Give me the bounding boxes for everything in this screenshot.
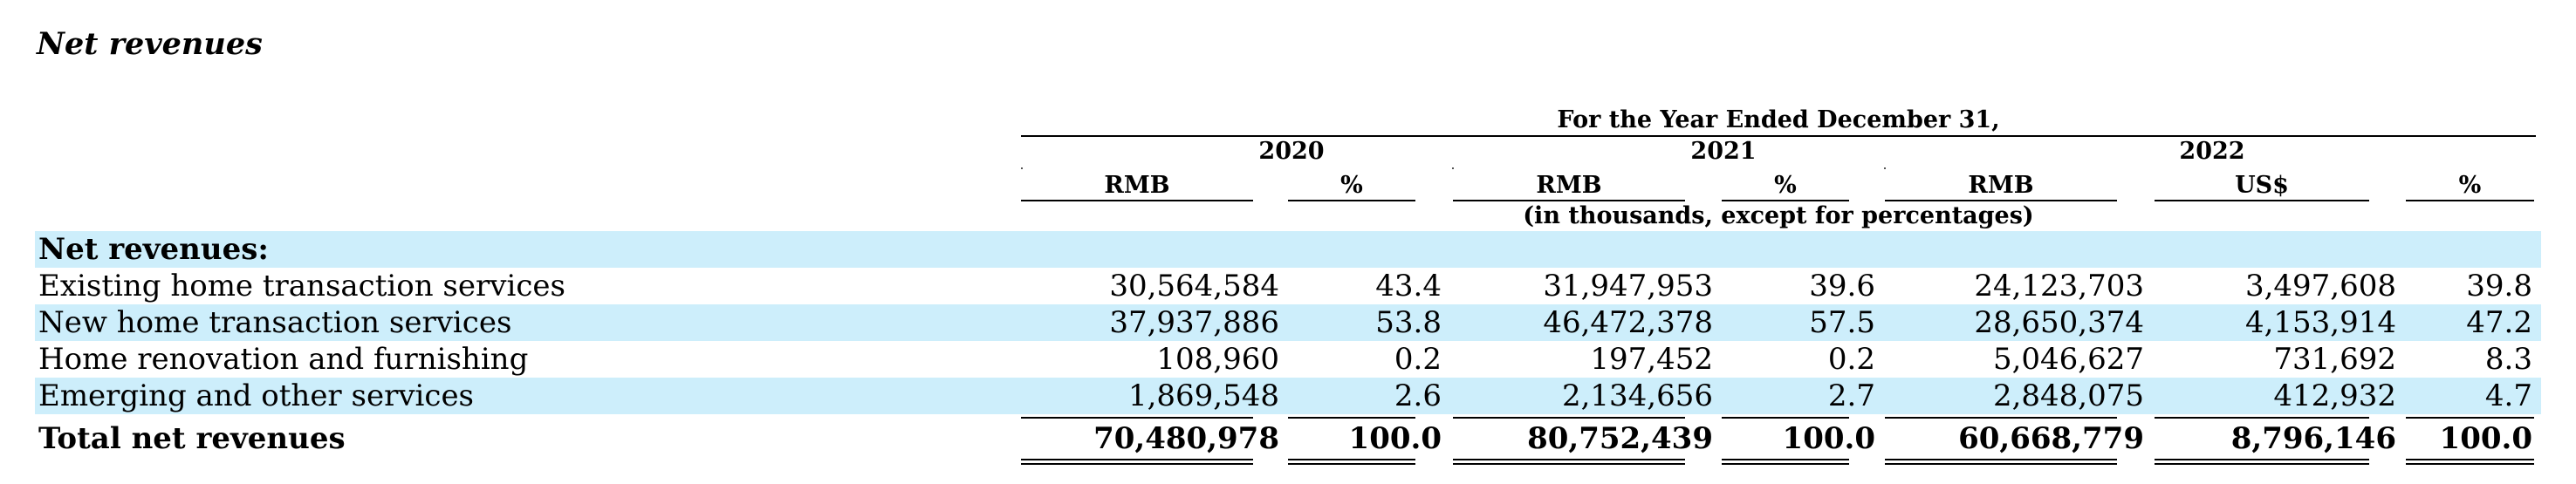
cell-usd-2022: 731,692 (2273, 342, 2396, 377)
cell-pct-2021: 2.7 (1827, 378, 1875, 413)
header-rule (1021, 135, 2536, 137)
cell-rmb-2021: 46,472,378 (1543, 305, 1713, 340)
cell-rmb-2021: 31,947,953 (1543, 269, 1713, 303)
cell-pct-2020: 0.2 (1394, 342, 1442, 377)
year-2020: 2020 (1258, 138, 1325, 165)
table-row: Home renovation and furnishing 108,960 0… (35, 341, 2541, 378)
cell-rmb-2020: 37,937,886 (1109, 305, 1279, 340)
year-2021: 2021 (1690, 138, 1757, 165)
total-top-rule (2155, 417, 2369, 419)
total-top-rule (1288, 417, 1415, 419)
cell-pct-2022: 39.8 (2466, 269, 2532, 303)
cell-usd-2022: 3,497,608 (2244, 269, 2396, 303)
cell-pct-2021: 39.6 (1809, 269, 1875, 303)
total-top-rule (1453, 417, 1685, 419)
table-row: Existing home transaction services 30,56… (35, 268, 2541, 304)
col-pct-2020: % (1340, 172, 1363, 199)
total-top-rule (1885, 417, 2117, 419)
cell-rmb-2020: 108,960 (1156, 342, 1279, 377)
total-double-rule (1021, 459, 1253, 465)
group-row: Net revenues: (35, 231, 2541, 268)
unit-note: (in thousands, except for percentages) (1523, 202, 2034, 229)
cell-pct-2020: 2.6 (1394, 378, 1442, 413)
col-rule-pct-2021 (1722, 200, 1849, 201)
total-double-rule (1885, 459, 2117, 465)
total-double-rule (1288, 459, 1415, 465)
cell-rmb-2021: 2,134,656 (1561, 378, 1713, 413)
col-rmb-2020: RMB (1104, 172, 1170, 199)
header-mark (1021, 167, 1023, 169)
group-label: Net revenues: (38, 232, 269, 267)
col-rule-pct-2020 (1288, 200, 1415, 201)
col-pct-2021: % (1774, 172, 1797, 199)
row-label: Emerging and other services (38, 378, 475, 413)
header-mark (1884, 167, 1886, 169)
cell-rmb-2022: 2,848,075 (1992, 378, 2144, 413)
row-label: Home renovation and furnishing (38, 342, 529, 377)
table-row: New home transaction services 37,937,886… (35, 304, 2541, 341)
total-top-rule (1722, 417, 1849, 419)
total-double-rule (1722, 459, 1849, 465)
cell-usd-2022: 4,153,914 (2244, 305, 2396, 340)
cell-rmb-2021: 197,452 (1590, 342, 1713, 377)
cell-pct-2022: 4.7 (2484, 378, 2532, 413)
cell-pct-2022: 47.2 (2466, 305, 2532, 340)
cell-rmb-2020: 1,869,548 (1127, 378, 1279, 413)
col-pct-2022: % (2458, 172, 2482, 199)
col-rule-rmb-2021 (1453, 200, 1685, 201)
total-rmb-2020: 70,480,978 (1093, 421, 1279, 456)
col-rule-usd-2022 (2155, 200, 2369, 201)
total-rmb-2022: 60,668,779 (1958, 421, 2144, 456)
total-pct-2022: 100.0 (2439, 421, 2532, 456)
row-label: Existing home transaction services (38, 269, 565, 303)
year-2022: 2022 (2179, 138, 2245, 165)
cell-usd-2022: 412,932 (2273, 378, 2396, 413)
col-rmb-2022: RMB (1968, 172, 2034, 199)
total-usd-2022: 8,796,146 (2230, 421, 2396, 456)
total-pct-2020: 100.0 (1348, 421, 1442, 456)
cell-pct-2021: 57.5 (1809, 305, 1875, 340)
col-rule-pct-2022 (2406, 200, 2534, 201)
cell-pct-2020: 53.8 (1375, 305, 1442, 340)
total-label: Total net revenues (38, 421, 346, 456)
cell-rmb-2020: 30,564,584 (1109, 269, 1279, 303)
cell-pct-2020: 43.4 (1375, 269, 1442, 303)
section-title: Net revenues (37, 26, 263, 62)
total-pct-2021: 100.0 (1782, 421, 1875, 456)
total-top-rule (2406, 417, 2534, 419)
col-rule-rmb-2020 (1021, 200, 1253, 201)
total-double-rule (2155, 459, 2369, 465)
period-header: For the Year Ended December 31, (1557, 106, 2000, 133)
cell-pct-2022: 8.3 (2484, 342, 2532, 377)
total-top-rule (1021, 417, 1253, 419)
total-double-rule (2406, 459, 2534, 465)
col-rule-rmb-2022 (1885, 200, 2117, 201)
cell-rmb-2022: 28,650,374 (1974, 305, 2144, 340)
header-mark (1452, 167, 1454, 169)
total-rmb-2021: 80,752,439 (1527, 421, 1713, 456)
total-double-rule (1453, 459, 1685, 465)
cell-rmb-2022: 5,046,627 (1992, 342, 2144, 377)
table-row: Emerging and other services 1,869,548 2.… (35, 378, 2541, 414)
row-label: New home transaction services (38, 305, 512, 340)
cell-rmb-2022: 24,123,703 (1974, 269, 2144, 303)
col-usd-2022: US$ (2235, 172, 2289, 199)
col-rmb-2021: RMB (1536, 172, 1602, 199)
cell-pct-2021: 0.2 (1827, 342, 1875, 377)
total-row: Total net revenues 70,480,978 100.0 80,7… (35, 420, 2541, 457)
